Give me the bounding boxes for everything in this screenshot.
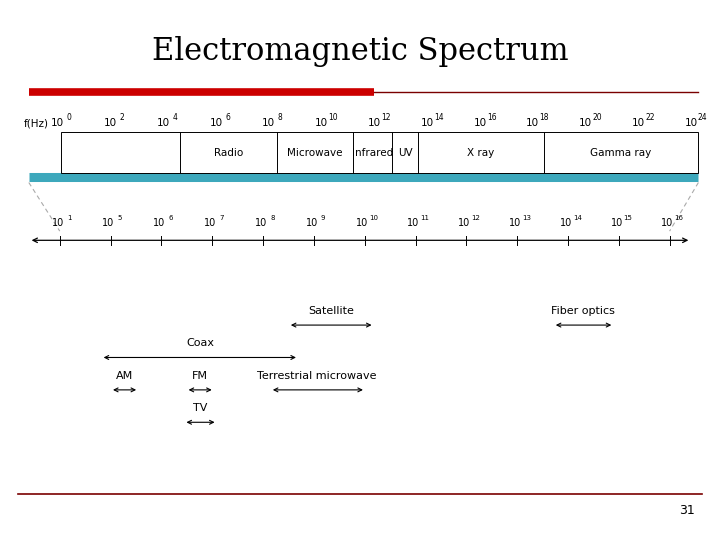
Text: 10: 10	[611, 218, 623, 228]
Text: 10: 10	[369, 215, 379, 221]
Bar	[61, 132, 698, 173]
Text: f(Hz): f(Hz)	[24, 118, 49, 128]
Text: Coax: Coax	[186, 338, 214, 348]
Text: 10: 10	[368, 118, 381, 128]
Text: 8: 8	[278, 113, 283, 122]
Text: 10: 10	[408, 218, 420, 228]
Text: 10: 10	[255, 218, 267, 228]
Text: 12: 12	[472, 215, 480, 221]
Text: 10: 10	[526, 118, 539, 128]
Text: 5: 5	[118, 215, 122, 221]
Text: 10: 10	[51, 218, 64, 228]
Text: AM: AM	[116, 370, 133, 381]
Text: 10: 10	[356, 218, 369, 228]
Text: 10: 10	[474, 118, 487, 128]
Text: 14: 14	[434, 113, 444, 122]
Text: Satellite: Satellite	[308, 306, 354, 316]
Text: Electromagnetic Spectrum: Electromagnetic Spectrum	[152, 36, 568, 67]
Text: 10: 10	[153, 218, 166, 228]
Text: 4: 4	[172, 113, 177, 122]
Text: 10: 10	[579, 118, 592, 128]
Text: 18: 18	[539, 113, 549, 122]
Text: 10: 10	[315, 118, 328, 128]
Text: 11: 11	[420, 215, 429, 221]
Text: 10: 10	[204, 218, 216, 228]
Text: 10: 10	[685, 118, 698, 128]
Text: 10: 10	[420, 118, 433, 128]
Text: 10: 10	[661, 218, 674, 228]
Text: 10: 10	[305, 218, 318, 228]
Text: 31: 31	[679, 504, 695, 517]
Text: 10: 10	[632, 118, 645, 128]
Text: 10: 10	[210, 118, 222, 128]
Text: 10: 10	[157, 118, 170, 128]
Text: X ray: X ray	[467, 147, 494, 158]
Text: 20: 20	[593, 113, 602, 122]
Text: 12: 12	[381, 113, 391, 122]
Text: 10: 10	[458, 218, 470, 228]
Text: 8: 8	[270, 215, 274, 221]
Text: 10: 10	[509, 218, 521, 228]
Text: 16: 16	[675, 215, 683, 221]
Text: Infrared: Infrared	[352, 147, 393, 158]
Text: 10: 10	[262, 118, 275, 128]
Text: 22: 22	[645, 113, 654, 122]
Text: 6: 6	[168, 215, 173, 221]
Text: 24: 24	[698, 113, 708, 122]
Text: 10: 10	[51, 118, 64, 128]
Text: 16: 16	[487, 113, 496, 122]
Text: 10: 10	[102, 218, 114, 228]
Text: 10: 10	[559, 218, 572, 228]
Text: Radio: Radio	[214, 147, 243, 158]
Text: Terrestrial microwave: Terrestrial microwave	[257, 370, 377, 381]
Text: 2: 2	[120, 113, 125, 122]
Text: UV: UV	[397, 147, 413, 158]
Text: 15: 15	[624, 215, 633, 221]
Text: 7: 7	[220, 215, 224, 221]
Text: 9: 9	[321, 215, 325, 221]
Text: 14: 14	[573, 215, 582, 221]
Text: 10: 10	[104, 118, 117, 128]
Text: 0: 0	[67, 113, 71, 122]
Text: Fiber optics: Fiber optics	[552, 306, 615, 316]
Text: FM: FM	[192, 370, 208, 381]
Text: Microwave: Microwave	[287, 147, 343, 158]
Text: 1: 1	[67, 215, 71, 221]
Text: Gamma ray: Gamma ray	[590, 147, 652, 158]
Text: 10: 10	[328, 113, 338, 122]
Text: TV: TV	[193, 403, 207, 413]
Text: 13: 13	[522, 215, 531, 221]
Text: 6: 6	[225, 113, 230, 122]
